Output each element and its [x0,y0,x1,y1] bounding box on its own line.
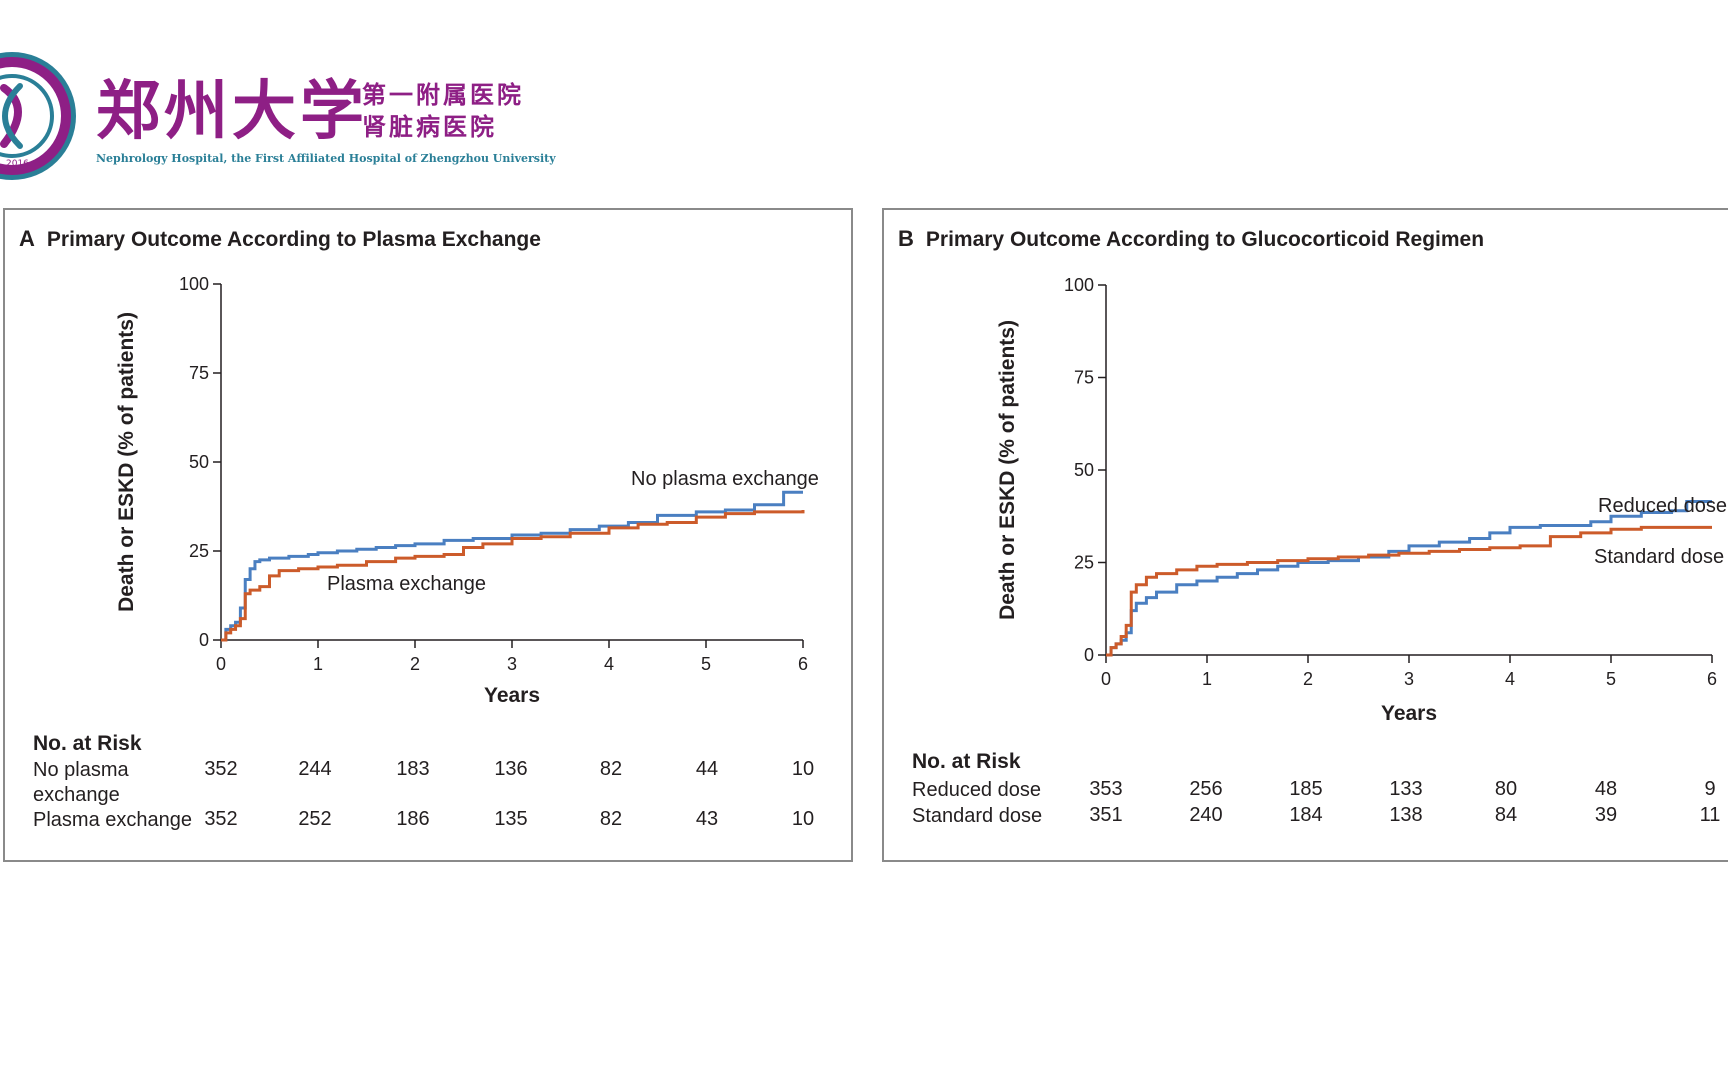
x-tick-label: 5 [1606,669,1616,689]
y-tick-label: 100 [179,274,209,294]
x-tick-label: 1 [1202,669,1212,689]
series-line-0 [221,490,803,642]
y-tick-label: 25 [1074,553,1094,573]
hospital-seal-icon: 2016 [0,52,76,180]
series-label: No plasma exchange [631,468,819,490]
y-axis-label: Death or ESKD (% of patients) [115,312,138,612]
panel-letter: B [898,226,914,251]
y-axis-label: Death or ESKD (% of patients) [996,320,1019,620]
risk-value: 82 [599,808,623,830]
risk-value: 11 [1699,804,1721,826]
risk-value: 352 [204,758,238,780]
y-tick-label: 100 [1064,275,1094,295]
risk-table-title: No. at Risk [33,732,142,755]
hospital-sub-line1: 第一附属医院 [362,81,524,109]
x-tick-label: 4 [1505,669,1515,689]
risk-value: 252 [298,808,332,830]
series-label: Reduced dose [1598,495,1727,517]
x-tick-label: 0 [216,654,226,674]
chart-title-text: Primary Outcome According to Plasma Exch… [46,228,541,251]
risk-value: 48 [1594,778,1618,800]
series-line-1 [221,510,805,642]
risk-row-label: Plasma exchange [33,809,192,831]
risk-value: 80 [1494,778,1518,800]
series-label: Plasma exchange [327,573,486,595]
km-chart: 0 25 50 75 100 0 1 2 3 4 5 6 Years Death or ESKD (% o… [115,274,819,707]
risk-value: 39 [1594,804,1618,826]
risk-value: 43 [695,808,719,830]
series-line-0 [1106,499,1712,657]
hospital-sub-line2: 肾脏病医院 [362,113,497,141]
risk-value: 82 [599,758,623,780]
x-tick-label: 4 [604,654,614,674]
risk-value: 136 [494,758,528,780]
series-label: Standard dose [1594,546,1724,568]
hospital-name-cn: 郑州大学 [96,74,368,149]
risk-value: 351 [1089,804,1123,826]
risk-row-label: Standard dose [912,805,1043,827]
risk-value: 133 [1389,778,1423,800]
risk-value: 184 [1289,804,1323,826]
y-tick-label: 25 [189,541,209,561]
x-axis-label: Years [1381,702,1437,725]
y-tick-label: 0 [199,630,209,650]
risk-value: 244 [298,758,332,780]
x-tick-label: 5 [701,654,711,674]
y-tick-label: 75 [1074,368,1094,388]
x-tick-label: 6 [1707,669,1717,689]
risk-value: 183 [396,758,430,780]
risk-row-label: No plasma exchange [33,758,173,808]
km-chart: 0 25 50 75 100 0 1 2 3 4 5 6 Years Death or ESKD (% o… [996,275,1727,725]
x-tick-label: 1 [313,654,323,674]
chart-title-text: Primary Outcome According to Glucocortic… [925,228,1485,251]
y-tick-label: 75 [189,363,209,383]
risk-table-title: No. at Risk [912,750,1021,773]
risk-value: 138 [1389,804,1423,826]
risk-value: 186 [396,808,430,830]
risk-value: 44 [695,758,719,780]
risk-value: 240 [1189,804,1223,826]
chart-panel-a: A Primary Outcome According to Plasma Exc… [3,208,853,862]
risk-value: 84 [1494,804,1518,826]
svg-text:2016: 2016 [6,159,29,169]
series-line-1 [1106,525,1712,657]
x-tick-label: 0 [1101,669,1111,689]
x-axis-label: Years [484,684,540,707]
risk-value: 10 [791,808,815,830]
y-tick-label: 50 [189,452,209,472]
chart-panel-b: B Primary Outcome According to Glucocorti… [882,208,1728,862]
x-tick-label: 2 [410,654,420,674]
x-tick-label: 3 [1404,669,1414,689]
risk-value: 9 [1704,778,1716,800]
hospital-name-en: Nephrology Hospital, the First Affiliate… [96,152,556,165]
risk-value: 256 [1189,778,1223,800]
x-tick-label: 3 [507,654,517,674]
x-tick-label: 6 [798,654,808,674]
risk-value: 10 [791,758,815,780]
risk-value: 185 [1289,778,1323,800]
risk-row-label: Reduced dose [912,779,1041,801]
risk-value: 353 [1089,778,1123,800]
chart-title: B Primary Outcome According to Glucocorti… [898,226,1484,252]
hospital-logo: 2016 郑州大学 第一附属医院 肾脏病医院 Nephrology Hospit… [0,40,556,190]
risk-value: 352 [204,808,238,830]
y-tick-label: 0 [1084,645,1094,665]
panel-letter: A [19,226,35,251]
risk-value: 135 [494,808,528,830]
risk-row-label-text: No plasma exchange [33,759,129,806]
x-tick-label: 2 [1303,669,1313,689]
chart-title: A Primary Outcome According to Plasma Exc… [19,226,541,252]
y-tick-label: 50 [1074,460,1094,480]
